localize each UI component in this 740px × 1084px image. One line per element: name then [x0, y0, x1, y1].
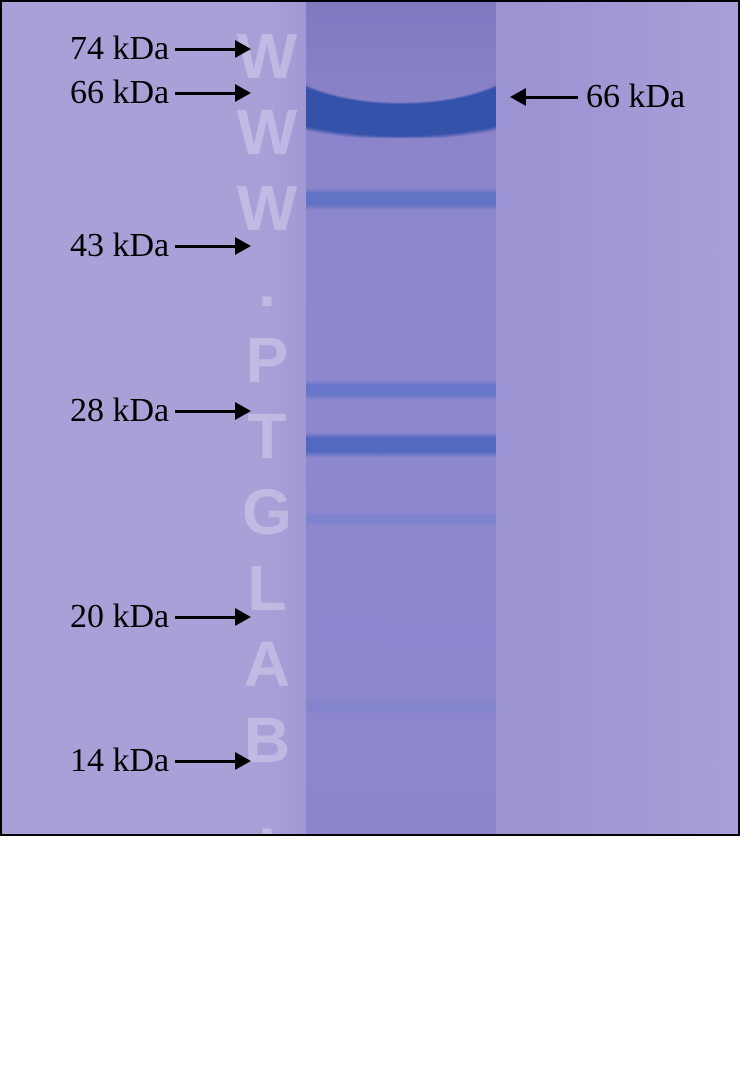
marker-74kda: 74 kDa — [70, 30, 251, 68]
arrow-left-icon — [510, 88, 578, 106]
marker-label: 74 kDa — [70, 30, 169, 68]
arrow-right-icon — [175, 40, 251, 58]
target-band-66kda: 66 kDa — [510, 78, 685, 116]
arrow-right-icon — [175, 608, 251, 626]
marker-label: 43 kDa — [70, 227, 169, 265]
gel-band — [306, 82, 496, 138]
gel-band — [306, 380, 496, 400]
marker-66kda: 66 kDa — [70, 74, 251, 112]
arrow-right-icon — [175, 752, 251, 770]
gel-band — [306, 512, 496, 526]
marker-28kda: 28 kDa — [70, 392, 251, 430]
marker-label: 66 kDa — [70, 74, 169, 112]
marker-20kda: 20 kDa — [70, 598, 251, 636]
gel-band — [306, 700, 496, 714]
gel-lane — [306, 0, 496, 836]
marker-43kda: 43 kDa — [70, 227, 251, 265]
arrow-right-icon — [175, 237, 251, 255]
marker-label: 28 kDa — [70, 392, 169, 430]
marker-label: 20 kDa — [70, 598, 169, 636]
arrow-right-icon — [175, 402, 251, 420]
arrow-right-icon — [175, 84, 251, 102]
marker-14kda: 14 kDa — [70, 742, 251, 780]
target-band-label: 66 kDa — [586, 78, 685, 116]
marker-label: 14 kDa — [70, 742, 169, 780]
gel-band — [306, 432, 496, 458]
gel-band — [306, 188, 496, 210]
